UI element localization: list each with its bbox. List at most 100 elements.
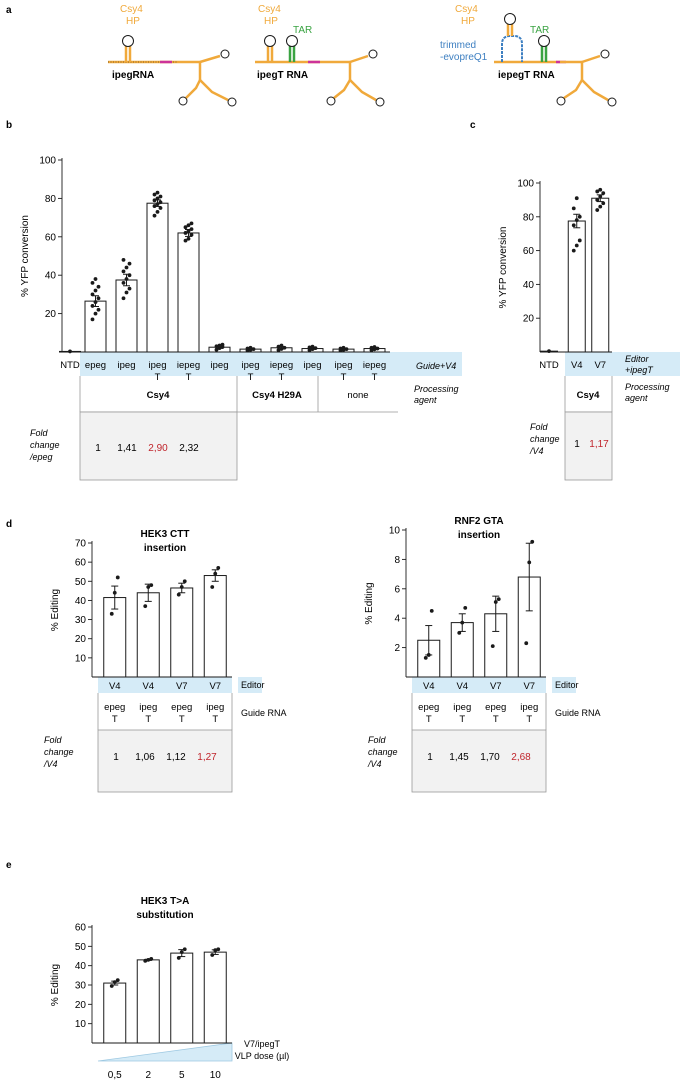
data-point <box>179 950 184 955</box>
data-point <box>595 189 600 194</box>
panel-c-row-label-1: Editor <box>625 354 650 364</box>
data-point <box>158 194 163 199</box>
data-point <box>214 347 219 352</box>
data-point <box>601 191 606 196</box>
data-point <box>210 585 215 589</box>
data-point <box>598 194 603 199</box>
bar <box>203 951 227 1044</box>
panel-b-fold-ipeg: 1,41 <box>117 443 137 454</box>
x-tick-label: T <box>341 372 347 383</box>
y-tick-label: 50 <box>75 577 87 588</box>
data-point <box>210 953 215 957</box>
data-point <box>189 232 194 237</box>
x-tick-label: T <box>248 372 254 383</box>
panel-d-right-fold-3: 1,70 <box>480 752 500 763</box>
x-tick-label: 10 <box>210 1070 222 1081</box>
panel-c-fold-box <box>564 411 613 481</box>
panel-c-processing-label-2: agent <box>625 393 648 403</box>
y-tick-label: 60 <box>75 923 87 934</box>
rna3-evopreq-label: -evopreQ1 <box>440 52 488 63</box>
rna3-csy4-label: Csy4 <box>455 4 478 15</box>
panel-d-left-editor-label-bg <box>238 677 262 693</box>
y-tick-label: 30 <box>75 981 87 992</box>
data-point <box>183 225 188 230</box>
x-tick-label: 0,5 <box>108 1070 122 1081</box>
data-point <box>372 345 377 349</box>
data-point <box>307 348 312 352</box>
data-point <box>571 248 576 253</box>
y-tick-label: 20 <box>75 634 87 645</box>
x-tick-label-guide: ipeg <box>139 702 157 713</box>
x-tick-label: V4 <box>571 360 583 371</box>
panel-d-left-fold-label-2: change <box>44 747 74 757</box>
x-tick-label-guide: epeg <box>418 702 439 713</box>
data-point <box>90 317 95 322</box>
data-point <box>146 585 151 589</box>
x-tick-label: epeg <box>85 360 106 371</box>
panel-b-processing-label-2: agent <box>414 395 437 405</box>
data-point <box>530 539 535 544</box>
y-tick-label: 100 <box>39 156 56 167</box>
chart-title-line-1: HEK3 CTT <box>141 529 190 540</box>
data-point <box>527 560 532 565</box>
data-point <box>220 342 225 347</box>
panel-c-fold-label-3: /V4 <box>529 446 544 456</box>
y-tick-label: 10 <box>75 1019 87 1030</box>
rna3-trimmed-label: trimmed <box>440 40 476 51</box>
x-tick-label-guide: epeg <box>104 702 125 713</box>
bar <box>567 220 586 353</box>
x-tick-label-editor: V4 <box>456 681 468 692</box>
data-point <box>460 620 465 625</box>
x-tick-label: ipeg <box>242 360 260 371</box>
panel-b-fold-label-1: Fold <box>30 428 49 438</box>
x-tick-label-guide: epeg <box>485 702 506 713</box>
data-point <box>524 641 529 646</box>
data-point <box>152 213 157 218</box>
data-point <box>598 187 603 192</box>
data-point <box>176 592 181 597</box>
panel-c-row-highlight <box>565 352 680 376</box>
panel-e-letter: e <box>6 860 12 871</box>
data-point <box>152 192 157 197</box>
y-tick-label: 60 <box>75 558 87 569</box>
data-point <box>115 575 120 580</box>
bar <box>136 959 160 1044</box>
x-tick-label-editor: V7 <box>523 681 535 692</box>
data-point <box>279 347 284 351</box>
data-point <box>248 345 253 350</box>
y-tick-label: 8 <box>394 555 400 566</box>
panel-d-left-editor-label: Editor <box>241 680 265 690</box>
panel-d-left-fold-2: 1,06 <box>135 752 155 763</box>
panel-d-left-guide-label: Guide RNA <box>241 708 287 718</box>
x-tick-label: T <box>155 372 161 383</box>
data-point <box>279 343 284 348</box>
x-tick-label-guide: T <box>179 714 185 725</box>
panel-d-right-editor-label-bg <box>552 677 576 693</box>
data-point <box>182 579 187 584</box>
x-tick-label-editor: V4 <box>423 681 435 692</box>
panel-c-fold-v4: 1 <box>574 439 580 450</box>
y-tick-label: 10 <box>389 526 401 537</box>
y-tick-label: 40 <box>75 961 87 972</box>
y-tick-label: 20 <box>523 314 535 325</box>
data-point <box>90 304 95 308</box>
data-point <box>112 590 117 595</box>
panel-b-group-csy4: Csy4 <box>147 390 170 401</box>
data-point <box>571 206 576 211</box>
rna3-name: iepegT RNA <box>498 70 555 81</box>
y-tick-label: 40 <box>45 271 57 282</box>
data-point <box>96 307 101 312</box>
x-tick-label-guide: ipeg <box>206 702 224 713</box>
data-point <box>121 280 126 285</box>
data-point <box>595 198 600 202</box>
data-point <box>338 346 343 351</box>
data-point <box>146 957 151 962</box>
chart-b: 20 40 60 80 100 % YFP conversion NTD epeg ipeg ip… <box>20 156 390 383</box>
ipegt-rna-diagram: Csy4 HP TAR ipegT RNA <box>255 4 385 107</box>
panel-d-left-fold-label-1: Fold <box>44 735 63 745</box>
data-point <box>276 348 281 352</box>
data-point <box>213 948 218 953</box>
y-tick-label: 60 <box>523 246 535 257</box>
data-point <box>112 980 117 984</box>
rna3-tar-label: TAR <box>530 25 549 36</box>
